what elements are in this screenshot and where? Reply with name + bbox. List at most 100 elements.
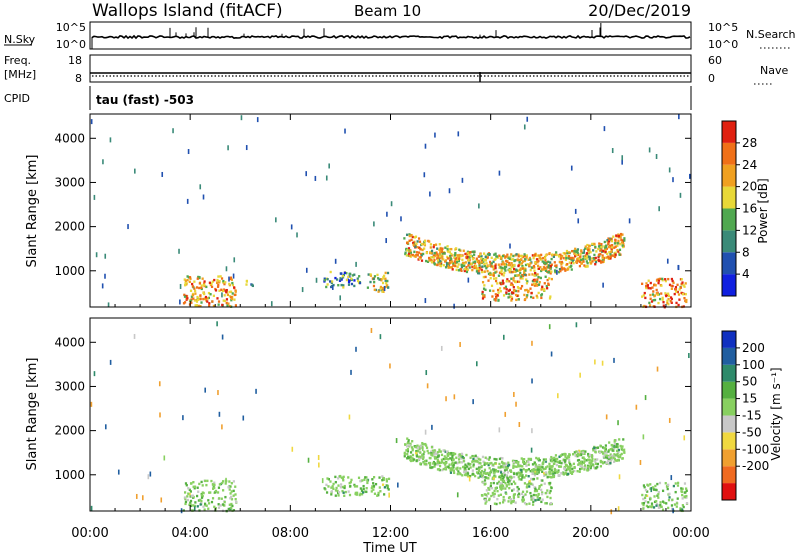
data-cell [621, 245, 625, 249]
data-cell [538, 280, 541, 284]
data-cell [560, 471, 563, 475]
data-cell [568, 251, 571, 254]
data-cell [440, 458, 444, 462]
data-cell [546, 495, 549, 499]
data-cell [355, 493, 358, 496]
data-cell [512, 286, 515, 289]
data-cell [464, 256, 468, 259]
data-cell [554, 253, 557, 256]
data-cell [510, 258, 513, 261]
data-cell [457, 263, 460, 266]
data-cell [468, 463, 471, 466]
data-cell [502, 498, 505, 502]
data-cell [232, 480, 235, 483]
noise-cell [179, 283, 182, 289]
data-cell [522, 468, 525, 471]
data-cell [487, 486, 490, 490]
data-cell [573, 252, 576, 255]
data-cell [642, 507, 645, 510]
data-cell [504, 481, 507, 485]
data-cell [433, 449, 436, 452]
data-cell [538, 459, 541, 462]
data-cell [660, 284, 663, 287]
data-cell [564, 252, 567, 255]
data-cell [585, 459, 588, 462]
data-cell [474, 454, 477, 458]
data-cell [604, 451, 607, 454]
data-cell [536, 495, 539, 499]
data-cell [520, 275, 523, 278]
data-cell [450, 254, 453, 257]
data-cell [523, 259, 526, 263]
data-cell [464, 463, 467, 466]
data-cell [541, 479, 544, 482]
data-cell [229, 277, 232, 281]
data-cell [482, 260, 485, 263]
data-cell [251, 284, 255, 288]
data-cell [440, 250, 443, 253]
data-cell [589, 465, 593, 468]
data-cell [407, 252, 411, 256]
data-cell [489, 272, 492, 275]
data-cell [323, 277, 326, 280]
data-cell [488, 289, 492, 292]
data-cell [530, 498, 533, 501]
data-cell [598, 451, 601, 454]
data-cell [418, 457, 421, 461]
data-cell [189, 299, 192, 302]
data-cell [462, 249, 465, 252]
data-cell [512, 499, 515, 503]
data-cell [350, 277, 353, 280]
data-cell [217, 300, 221, 303]
data-cell [519, 254, 522, 258]
noise-cell [502, 334, 505, 340]
data-cell [622, 438, 625, 441]
data-cell [585, 247, 588, 250]
data-cell [609, 253, 612, 256]
data-cell [210, 285, 214, 288]
data-cell [225, 290, 228, 294]
data-cell [481, 455, 485, 459]
data-cell [515, 472, 518, 475]
data-cell [489, 484, 493, 488]
data-cell [657, 496, 660, 499]
data-cell [475, 467, 478, 471]
data-cell [214, 489, 218, 493]
data-cell [440, 262, 443, 266]
data-cell [463, 470, 466, 474]
data-cell [456, 258, 459, 261]
data-cell [540, 483, 543, 487]
noise-cell [217, 390, 219, 396]
data-cell [540, 492, 544, 496]
data-cell [186, 278, 189, 282]
data-cell [530, 266, 533, 269]
data-cell [230, 495, 233, 499]
noise-cell [227, 145, 229, 151]
data-cell [187, 487, 190, 490]
data-cell [462, 456, 465, 460]
data-cell [618, 438, 621, 441]
data-cell [347, 275, 350, 279]
data-cell [362, 491, 365, 494]
data-cell [482, 287, 486, 290]
data-cell [673, 292, 676, 296]
data-cell [551, 471, 554, 474]
data-cell [498, 501, 502, 505]
data-cell [537, 283, 541, 286]
data-cell [519, 464, 522, 468]
data-cell [543, 266, 546, 270]
data-cell [514, 289, 518, 293]
data-cell [622, 448, 625, 452]
data-cell [465, 270, 469, 274]
data-cell [440, 453, 444, 457]
data-cell [550, 486, 553, 490]
data-cell [599, 465, 603, 468]
data-cell [645, 504, 649, 508]
data-cell [653, 500, 657, 504]
data-cell [437, 255, 441, 258]
data-cell [485, 495, 489, 498]
data-cell [684, 282, 687, 285]
data-cell [353, 284, 356, 288]
data-cell [569, 471, 573, 475]
data-cell [366, 481, 369, 485]
